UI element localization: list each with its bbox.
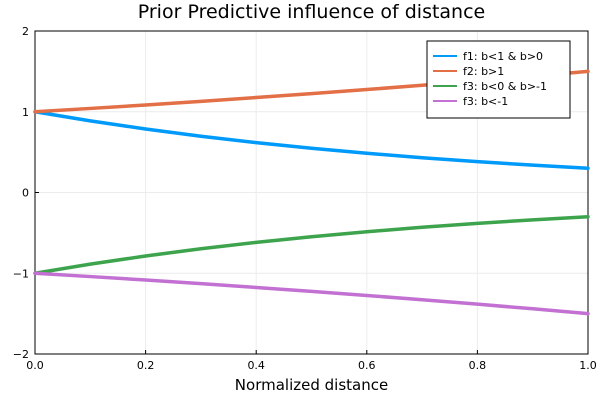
legend-box [426,40,571,119]
chart-title: Prior Predictive influence of distance [138,1,485,23]
y-tick-label: 0 [22,187,29,200]
legend-label-2: f2: b>1 [463,65,504,78]
y-tick-label: 1 [22,106,29,119]
legend-label-1: f1: b<1 & b>0 [463,50,543,63]
tick-labels: 0.0 0.2 0.4 0.6 0.8 1.0 −2 −1 0 1 2 [13,25,597,372]
legend-label-4: f3: b<-1 [463,95,508,108]
x-tick-label: 0.8 [469,359,487,372]
series-line-3 [33,214,590,275]
y-tick-label: −2 [13,348,29,361]
x-tick-label: 0.0 [26,359,44,372]
legend-label-3: f3: b<0 & b>-1 [463,80,547,93]
series-line-1 [33,110,590,171]
legend: f1: b<1 & b>0 f2: b>1 f3: b<0 & b>-1 f3: b<… [426,40,571,119]
x-tick-label: 0.4 [247,359,265,372]
x-tick-label: 0.6 [358,359,376,372]
y-tick-label: −1 [13,267,29,280]
series-line-4 [33,271,590,316]
x-axis-title: Normalized distance [235,376,388,394]
x-tick-label: 1.0 [579,359,597,372]
x-tick-label: 0.2 [137,359,155,372]
y-tick-label: 2 [22,25,29,38]
